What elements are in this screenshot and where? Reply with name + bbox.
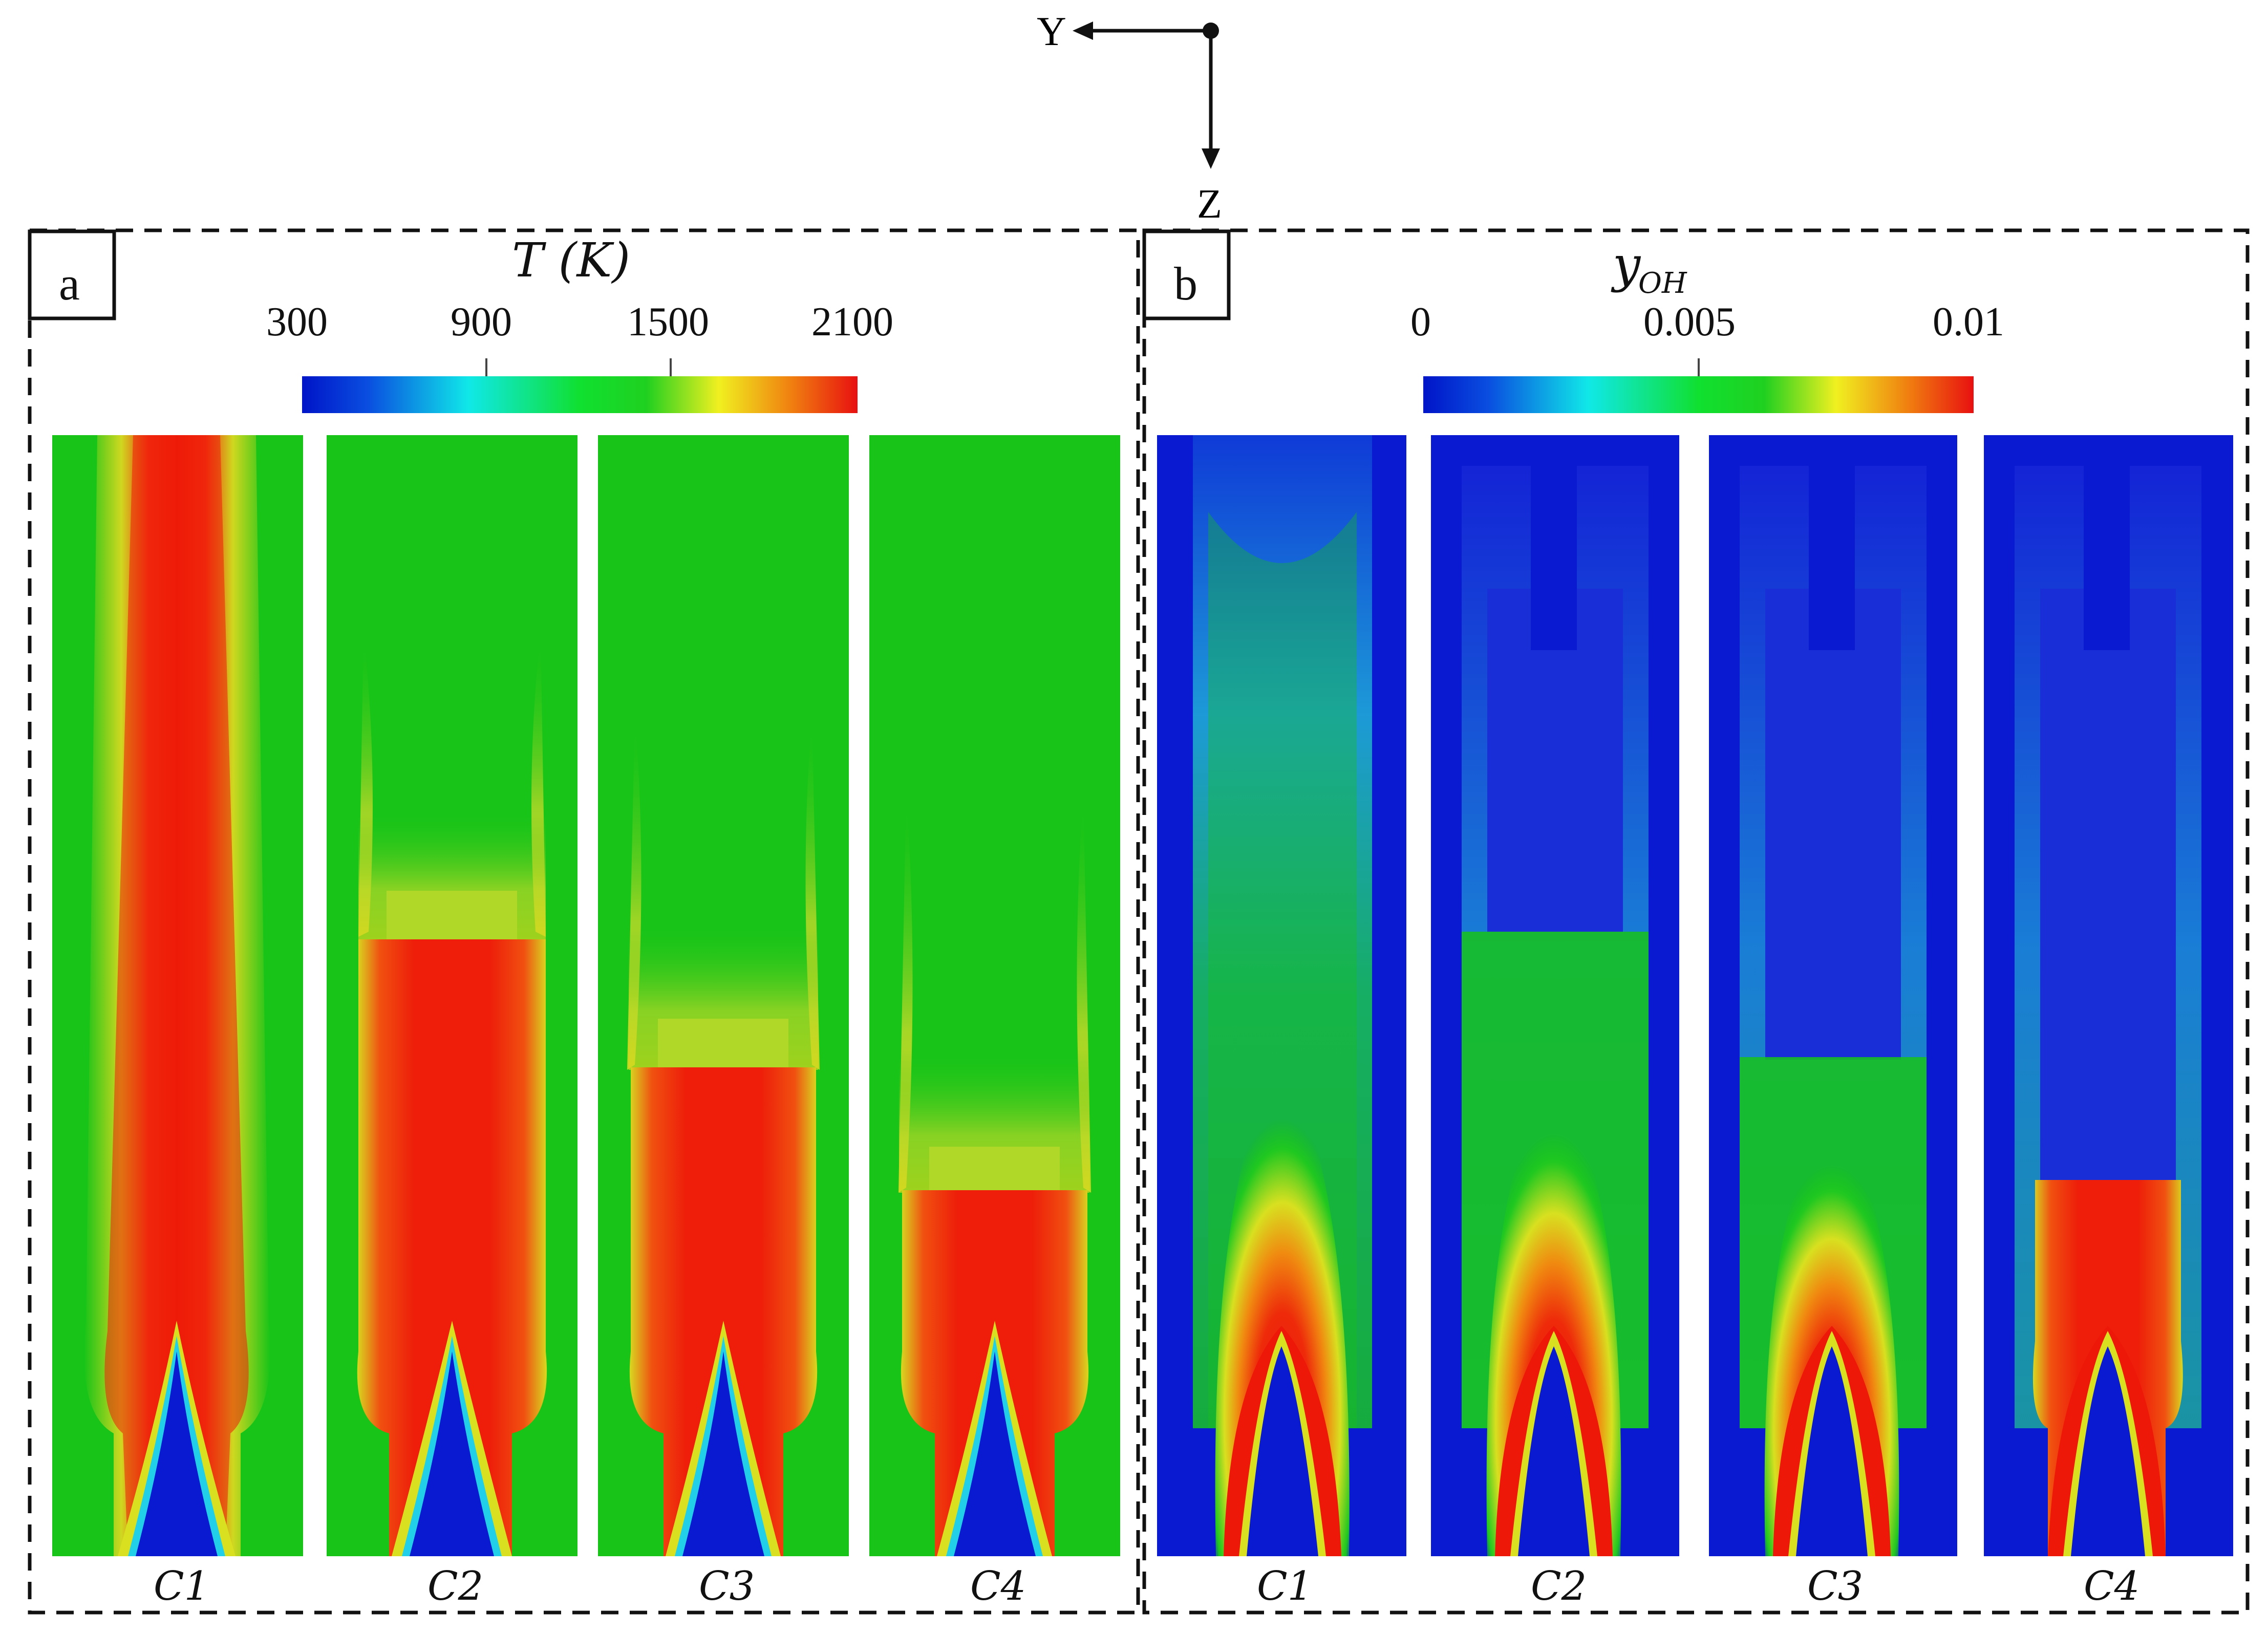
case-label-b-c1: C1 [1257,1563,1313,1609]
tick-a-2: 1500 [627,299,709,345]
temperature-field-c1 [52,435,303,1556]
panel-b-label: b [1142,229,1231,320]
case-label-b-c2: C2 [1531,1563,1587,1609]
colorbar-a-title: T (K) [512,233,630,288]
case-label-a-c2: C2 [427,1563,483,1609]
temperature-field-c2 [327,435,577,1556]
case-labels-b: C1 C2 C3 C4 [1257,1563,2139,1609]
case-label-a-c3: C3 [699,1563,755,1609]
y-axis-label: Y [1037,9,1066,54]
tick-a-3: 2100 [811,299,893,345]
colorbar-b-title: y [1611,236,1641,293]
tick-b-2: 0.01 [1933,299,2004,345]
oh-field-c4 [1984,435,2233,1556]
oh-field-c1 [1157,435,1406,1556]
case-label-a-c4: C4 [970,1563,1026,1609]
tick-a-0: 300 [266,299,328,345]
z-axis-label: Z [1197,182,1222,227]
svg-text:b: b [1174,257,1197,310]
svg-text:a: a [59,257,80,310]
temperature-field-c3 [598,435,849,1556]
case-label-b-c4: C4 [2084,1563,2139,1609]
panel-a-frame [28,228,1140,1615]
panel-a-label: a [28,229,116,320]
temperature-field-c4 [869,435,1120,1556]
case-label-b-c3: C3 [1807,1563,1863,1609]
tick-b-1: 0.005 [1643,299,1736,345]
oh-field-c3 [1709,435,1957,1556]
case-label-a-c1: C1 [154,1563,209,1609]
colorbar-oh: y OH 0 0.005 0.01 [1410,236,2004,413]
colorbar-b-subscript: OH [1638,267,1687,300]
tick-b-0: 0 [1410,299,1431,345]
tick-a-1: 900 [451,299,512,345]
oh-field-c2 [1431,435,1679,1556]
panel-b-frame [1142,228,2250,1615]
case-labels-a: C1 C2 C3 C4 [154,1563,1026,1609]
axis-indicator: Y Z [1037,9,1222,227]
colorbar-temperature: T (K) 300 900 1500 2100 [266,233,893,413]
